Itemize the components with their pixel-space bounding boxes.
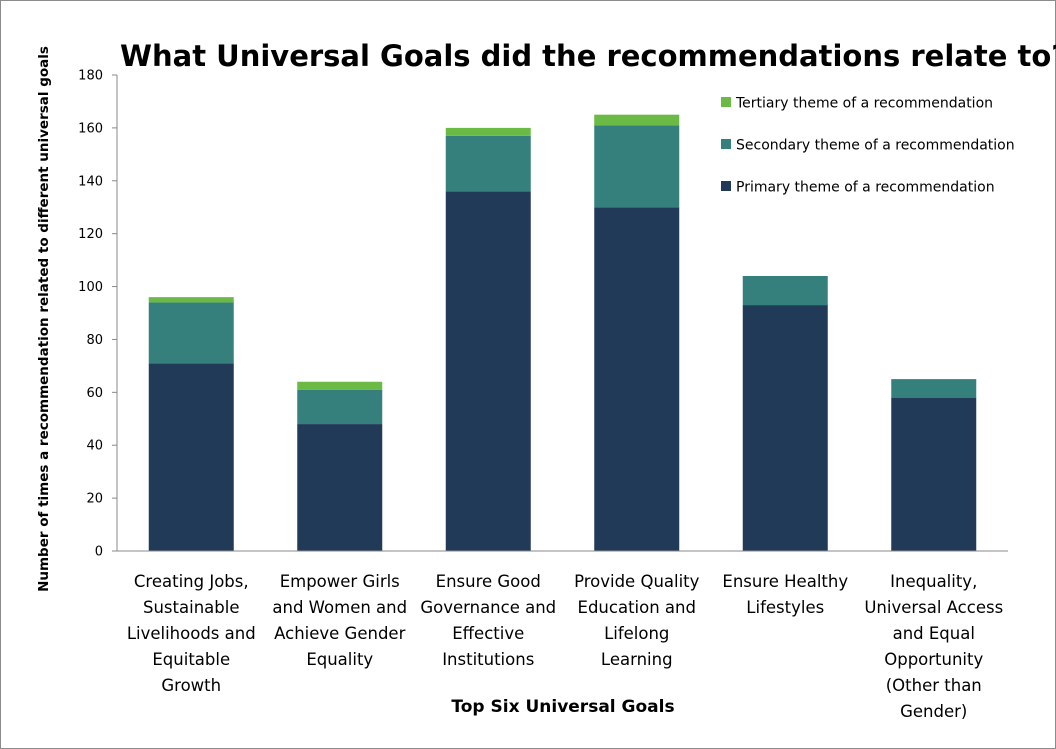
x-tick-label-line: Learning [601, 650, 673, 669]
bars [148, 114, 977, 551]
x-tick-label-line: Universal Access [864, 598, 1003, 617]
x-tick-label-line: Equitable [152, 650, 230, 669]
bar-segment-s0-c3 [594, 207, 680, 551]
legend-swatch-0 [721, 181, 731, 191]
x-tick-label-1: Empower Girls and Women and Achieve Gender… [272, 572, 407, 669]
x-tick-label-line: and Equal [893, 624, 975, 643]
y-tick-label: 0 [95, 545, 103, 560]
x-tick-label-4: Ensure Healthy Lifestyles [722, 572, 848, 617]
x-tick-label-line: Lifelong [604, 624, 669, 643]
x-tick-label-line: Governance and [420, 598, 556, 617]
x-tick-label-line: Inequality, [890, 572, 977, 591]
bar-segment-s0-c1 [297, 424, 383, 551]
x-tick-label-line: Achieve Gender [274, 624, 405, 643]
x-tick-label-line: Equality [306, 650, 373, 669]
x-tick-label-line: Ensure Healthy [722, 572, 848, 591]
y-tick-label: 160 [78, 121, 103, 136]
y-axis-label: Number of times a recommendation related… [36, 46, 52, 592]
x-tick-label-line: Ensure Good [436, 572, 541, 591]
bar-segment-s2-c2 [445, 127, 531, 136]
x-axis-label: Top Six Universal Goals [451, 697, 674, 717]
bar-segment-s1-c4 [742, 275, 828, 306]
bar-segment-s1-c1 [297, 389, 383, 425]
x-tick-label-0: Creating Jobs, Sustainable Livelihoods and… [127, 572, 256, 695]
x-tick-label-line: Empower Girls [280, 572, 400, 591]
y-tick-label: 80 [86, 333, 103, 348]
bar-segment-s2-c0 [148, 297, 234, 303]
legend-swatch-2 [721, 97, 731, 107]
legend-label-1: Secondary theme of a recommendation [736, 138, 1015, 154]
bar-segment-s1-c0 [148, 302, 234, 364]
legend: Tertiary theme of a recommendation Second… [721, 96, 1015, 196]
x-tick-label-5: Inequality, Universal Access and Equal Oppo… [864, 572, 1003, 721]
x-tick-label-line: Lifestyles [746, 598, 824, 617]
y-tick-label: 180 [78, 69, 103, 84]
x-tick-label-line: Provide Quality [574, 572, 700, 591]
x-tick-label-line: and Women and [272, 598, 407, 617]
x-tick-label-line: Opportunity [884, 650, 983, 669]
y-axis: 0 20 40 60 80 100 120 140 160 180 [78, 69, 118, 560]
x-tick-label-line: (Other than [886, 676, 982, 695]
legend-swatch-1 [721, 139, 731, 149]
y-tick-label: 140 [78, 174, 103, 189]
bar-segment-s1-c5 [891, 379, 977, 398]
x-tick-label-line: Gender) [900, 702, 967, 721]
x-tick-label-line: Education and [578, 598, 696, 617]
x-tick-label-line: Institutions [442, 650, 534, 669]
y-tick-label: 40 [86, 439, 103, 454]
bar-segment-s2-c3 [594, 114, 680, 126]
y-tick-label: 100 [78, 280, 103, 295]
x-axis: Creating Jobs, Sustainable Livelihoods and… [117, 550, 1008, 721]
x-tick-label-line: Creating Jobs, [134, 572, 249, 591]
legend-label-2: Tertiary theme of a recommendation [735, 96, 993, 112]
bar-segment-s1-c3 [594, 125, 680, 208]
y-tick-label: 60 [86, 386, 103, 401]
x-tick-label-3: Provide Quality Education and Lifelong Lear… [574, 572, 700, 669]
x-tick-label-line: Livelihoods and [127, 624, 256, 643]
x-tick-label-line: Growth [161, 676, 221, 695]
x-tick-label-line: Effective [452, 624, 524, 643]
bar-segment-s2-c1 [297, 381, 383, 390]
bar-segment-s0-c5 [891, 397, 977, 551]
x-tick-label-2: Ensure Good Governance and Effective Instit… [420, 572, 556, 669]
bar-segment-s0-c4 [742, 305, 828, 551]
x-tick-label-line: Sustainable [143, 598, 239, 617]
y-tick-label: 20 [86, 492, 103, 507]
bar-segment-s0-c0 [148, 363, 234, 551]
y-tick-label: 120 [78, 227, 103, 242]
chart-title: What Universal Goals did the recommendat… [120, 39, 1056, 73]
legend-label-0: Primary theme of a recommendation [736, 180, 995, 196]
bar-segment-s0-c2 [445, 191, 531, 551]
bar-segment-s1-c2 [445, 135, 531, 192]
